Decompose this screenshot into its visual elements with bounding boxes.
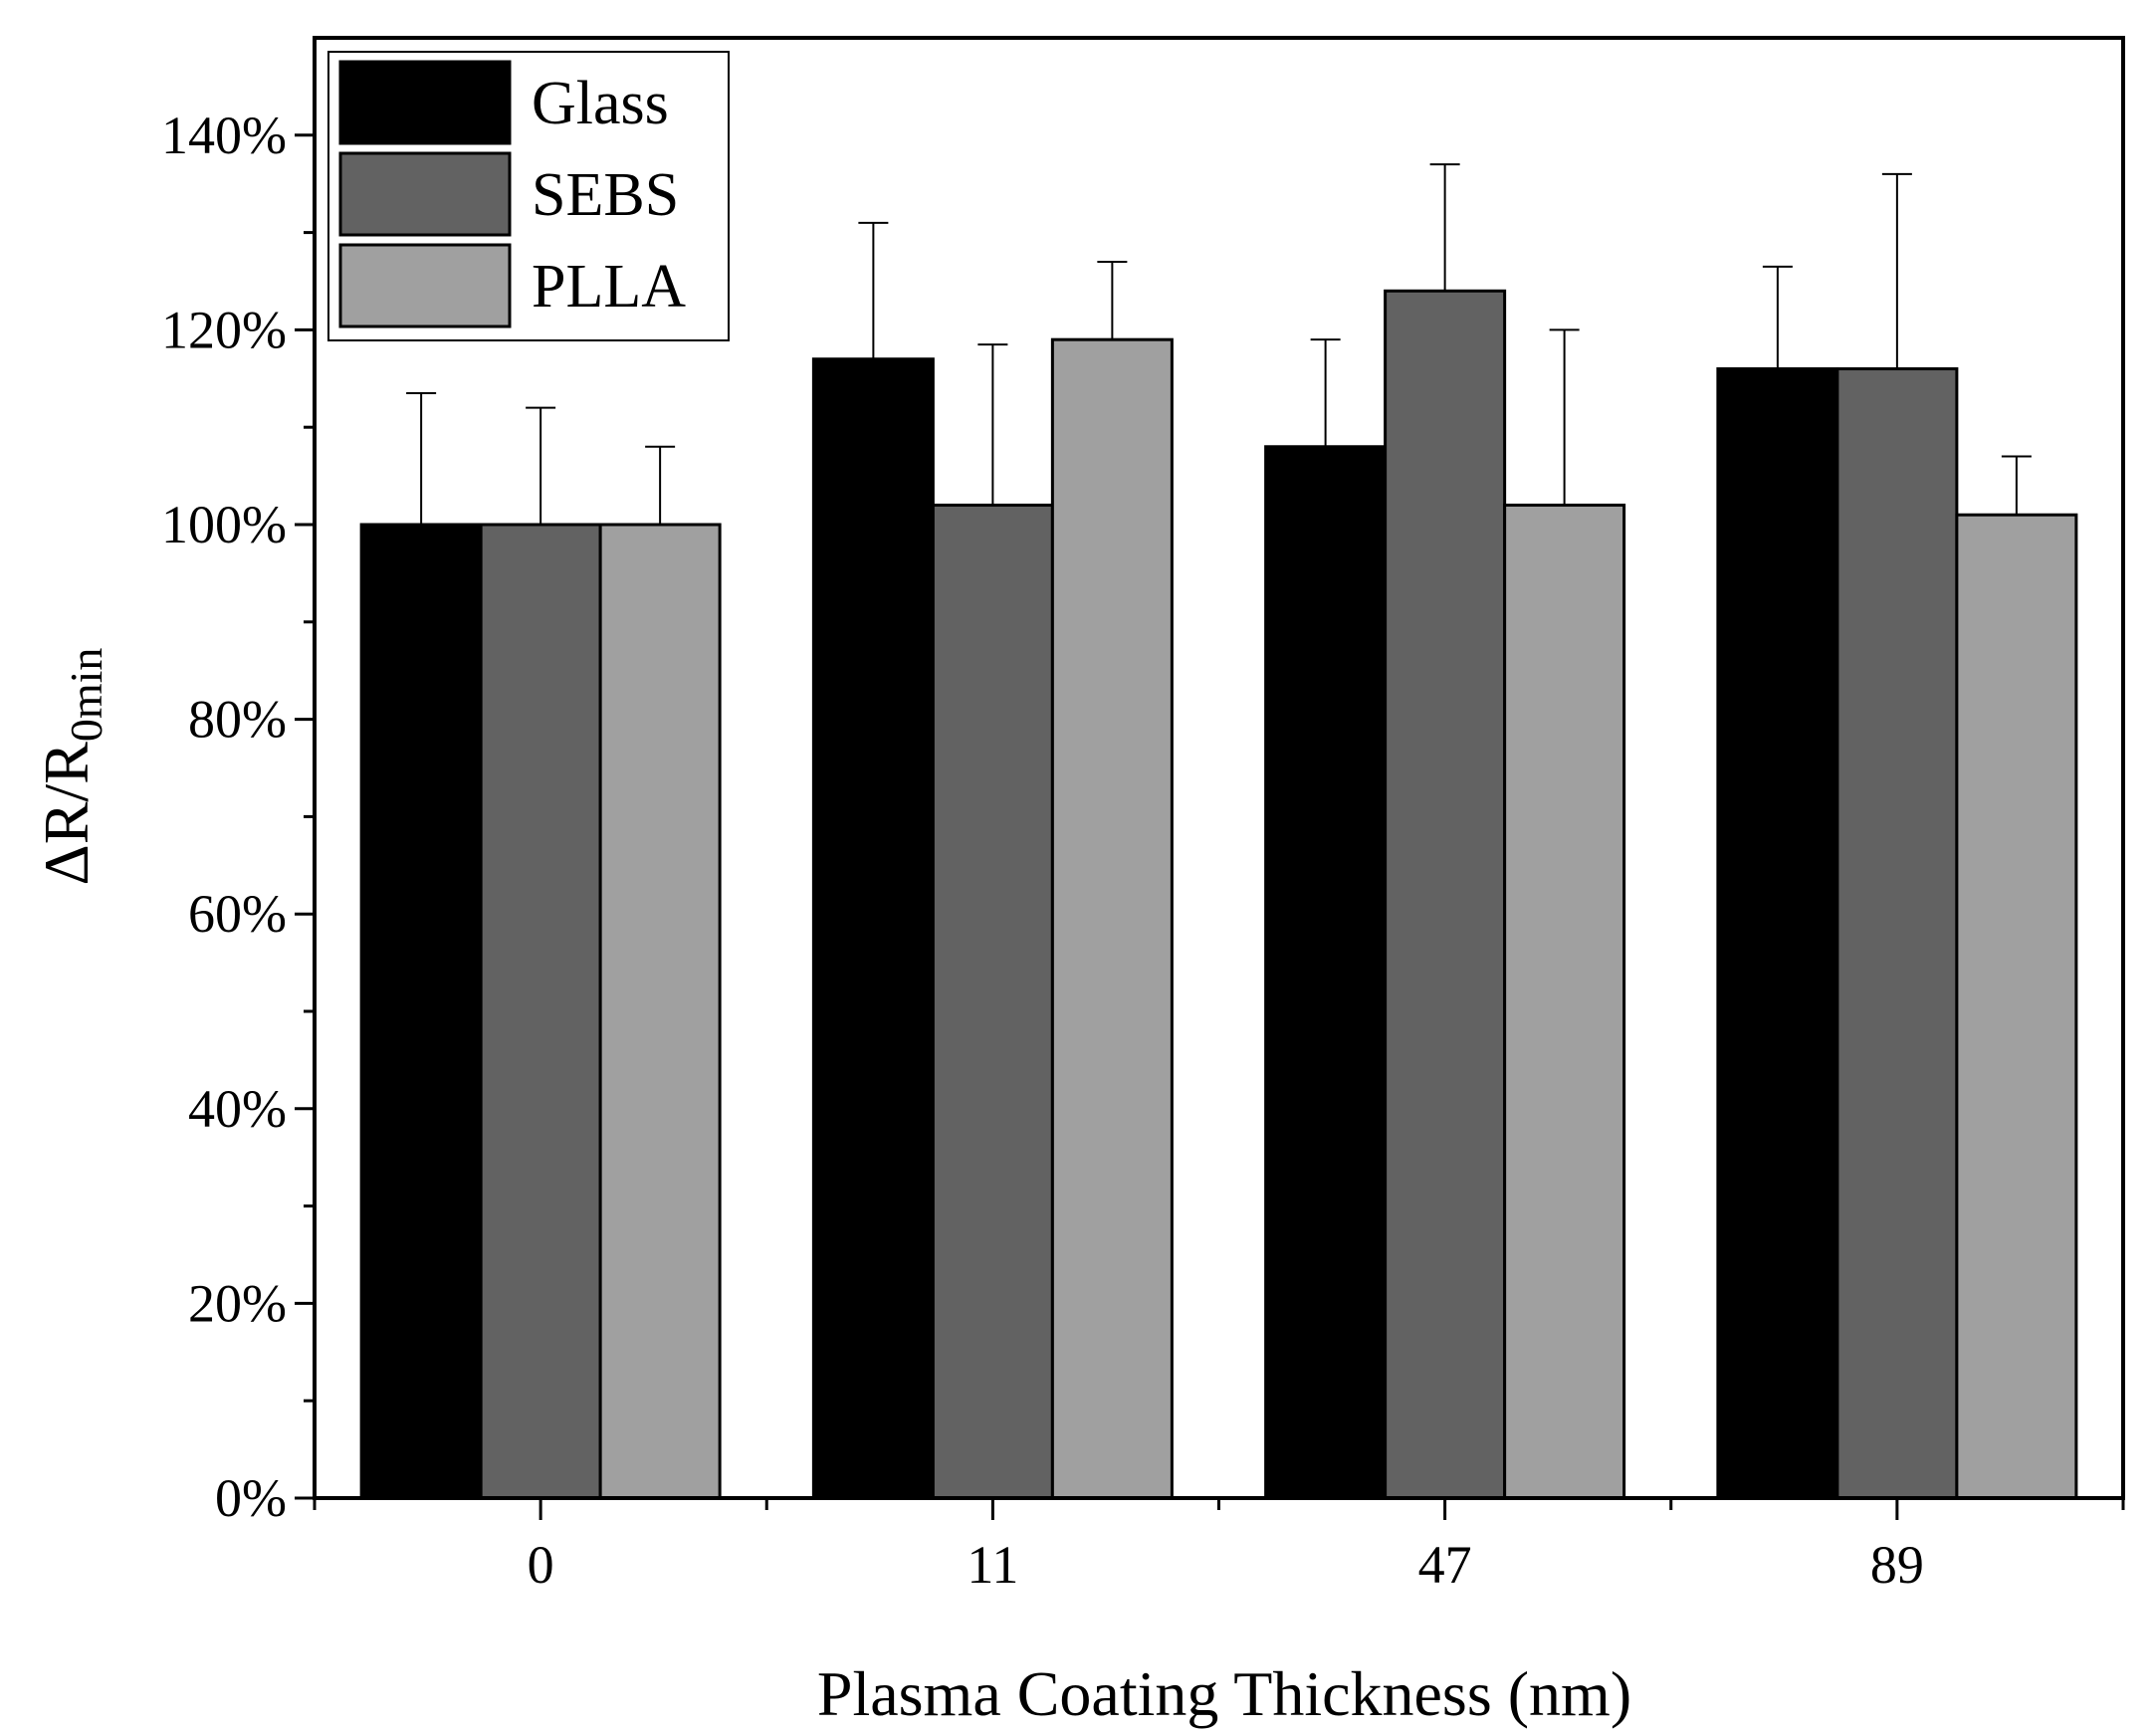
legend-swatch-glass [338, 60, 512, 145]
y-tick-label: 40% [188, 1079, 287, 1139]
bar-glass-11 [811, 357, 935, 1500]
y-tick-label: 120% [161, 300, 287, 359]
bars-layer [359, 289, 2078, 1500]
x-tick-label: 47 [1418, 1535, 1472, 1595]
x-axis-title: Plasma Coating Thickness (nm) [817, 1658, 1631, 1729]
y-tick-label: 140% [161, 106, 287, 165]
bar-sebs-0 [479, 523, 602, 1500]
legend: Glass SEBS PLLA [327, 51, 730, 341]
x-tick-label: 89 [1870, 1535, 1924, 1595]
y-tick-label: 100% [161, 495, 287, 554]
bar-glass-0 [359, 523, 483, 1500]
bar-glass-89 [1716, 367, 1839, 1500]
y-axis-title-subscript: 0min [61, 648, 111, 743]
bar-sebs-11 [931, 503, 1054, 1500]
bar-sebs-89 [1835, 367, 1959, 1500]
y-tick-label: 0% [215, 1468, 287, 1528]
legend-label-sebs: SEBS [532, 161, 679, 229]
x-tick-label: 0 [528, 1535, 554, 1595]
bar-plla-89 [1955, 513, 2078, 1500]
error-bars-layer [406, 163, 2032, 525]
legend-swatch-plla [338, 243, 512, 328]
y-tick-label: 20% [188, 1273, 287, 1333]
y-axis-title-main: ΔR/R [31, 742, 102, 886]
bar-plla-11 [1050, 337, 1174, 1500]
bar-plla-0 [598, 523, 722, 1500]
bar-glass-47 [1264, 445, 1388, 1500]
legend-label-glass: Glass [532, 70, 669, 137]
legend-label-plla: PLLA [532, 253, 686, 321]
bar-plla-47 [1503, 503, 1626, 1500]
bar-sebs-47 [1384, 289, 1507, 1500]
y-axis-ticks: 0% 20% 40% 60% 80% 100% 120% 140% [161, 106, 315, 1528]
y-tick-label: 60% [188, 884, 287, 944]
x-axis-ticks: 0 11 47 89 [313, 1498, 2125, 1595]
y-tick-label: 80% [188, 690, 287, 750]
y-axis-title: ΔR/R0min [31, 648, 111, 886]
x-tick-label: 11 [967, 1535, 1018, 1595]
legend-swatch-sebs [338, 151, 512, 237]
